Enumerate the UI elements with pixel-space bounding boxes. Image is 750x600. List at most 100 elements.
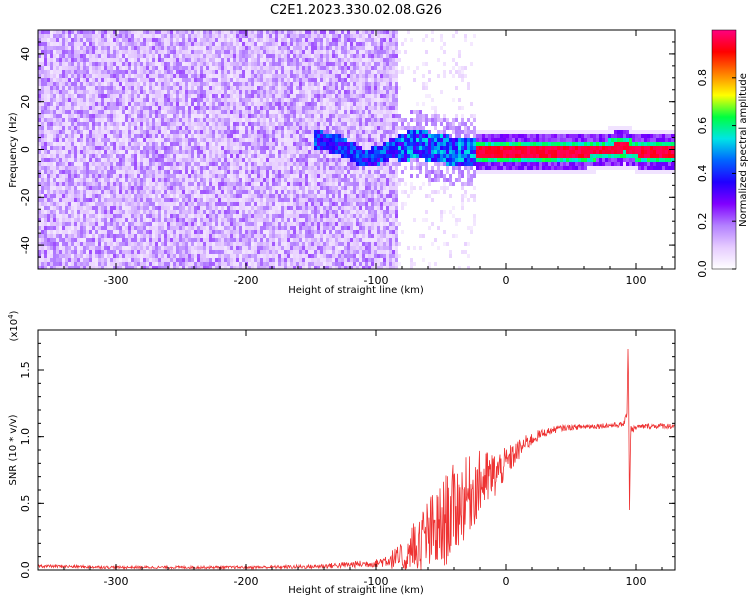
- heatmap-cell: [191, 86, 194, 90]
- heatmap-cell: [254, 58, 257, 62]
- heatmap-cell: [242, 162, 245, 166]
- heatmap-cell: [215, 258, 218, 262]
- heatmap-cell: [83, 250, 86, 254]
- heatmap-cell: [245, 90, 248, 94]
- heatmap-cell: [110, 198, 113, 202]
- heatmap-cell: [131, 206, 134, 210]
- heatmap-cell: [68, 122, 71, 126]
- heatmap-cell: [62, 122, 65, 126]
- heatmap-cell: [44, 254, 47, 258]
- heatmap-cell: [269, 198, 272, 202]
- heatmap-cell: [107, 246, 110, 250]
- heatmap-cell: [65, 158, 68, 162]
- heatmap-cell: [257, 162, 260, 166]
- heatmap-cell: [71, 254, 74, 258]
- heatmap-cell: [47, 218, 50, 222]
- heatmap-cell: [59, 266, 62, 269]
- heatmap-cell: [119, 246, 122, 250]
- heatmap-cell: [185, 34, 188, 38]
- heatmap-cell: [161, 42, 164, 46]
- heatmap-cell: [248, 70, 251, 74]
- heatmap-cell: [173, 186, 176, 190]
- heatmap-cell: [254, 162, 257, 166]
- heatmap-cell: [233, 146, 236, 150]
- heatmap-cell: [242, 246, 245, 250]
- heatmap-cell: [110, 234, 113, 238]
- heatmap-cell: [116, 150, 119, 154]
- heatmap-cell: [230, 158, 233, 162]
- heatmap-cell: [185, 50, 188, 54]
- heatmap-cell: [152, 102, 155, 106]
- heatmap-cell: [92, 250, 95, 254]
- heatmap-cell: [257, 226, 260, 230]
- heatmap-cell: [158, 86, 161, 90]
- heatmap-cell: [251, 114, 254, 118]
- heatmap-cell: [158, 166, 161, 170]
- heatmap-cell: [260, 254, 263, 258]
- heatmap-cell: [266, 266, 269, 269]
- heatmap-cell: [47, 50, 50, 54]
- heatmap-cell: [278, 146, 281, 150]
- heatmap-cell: [266, 150, 269, 154]
- heatmap-cell: [113, 158, 116, 162]
- heatmap-cell: [242, 142, 245, 146]
- heatmap-cell: [182, 86, 185, 90]
- heatmap-cell: [92, 106, 95, 110]
- heatmap-cell: [104, 182, 107, 186]
- heatmap-cell: [266, 234, 269, 238]
- heatmap-cell: [257, 242, 260, 246]
- heatmap-cell: [50, 234, 53, 238]
- heatmap-cell: [164, 110, 167, 114]
- heatmap-cell: [227, 42, 230, 46]
- heatmap-cell: [92, 110, 95, 114]
- heatmap-cell: [89, 50, 92, 54]
- heatmap-cell: [95, 114, 98, 118]
- heatmap-cell: [125, 50, 128, 54]
- heatmap-cell: [41, 134, 44, 138]
- heatmap-cell: [146, 210, 149, 214]
- heatmap-cell: [65, 102, 68, 106]
- heatmap-cell: [194, 78, 197, 82]
- heatmap-cell: [281, 142, 284, 146]
- heatmap-cell: [116, 58, 119, 62]
- heatmap-cell: [167, 78, 170, 82]
- heatmap-cell: [254, 98, 257, 102]
- heatmap-cell: [233, 70, 236, 74]
- heatmap-cell: [41, 54, 44, 58]
- heatmap-cell: [47, 62, 50, 66]
- heatmap-cell: [218, 198, 221, 202]
- heatmap-cell: [269, 118, 272, 122]
- heatmap-cell: [146, 58, 149, 62]
- heatmap-cell: [47, 146, 50, 150]
- heatmap-cell: [131, 102, 134, 106]
- heatmap-cell: [140, 226, 143, 230]
- heatmap-cell: [44, 90, 47, 94]
- heatmap-cell: [95, 38, 98, 42]
- heatmap-cell: [251, 206, 254, 210]
- heatmap-cell: [59, 66, 62, 70]
- heatmap-cell: [227, 222, 230, 226]
- heatmap-cell: [200, 198, 203, 202]
- heatmap-cell: [107, 106, 110, 110]
- heatmap-cell: [248, 38, 251, 42]
- heatmap-cell: [101, 222, 104, 226]
- heatmap-cell: [53, 46, 56, 50]
- heatmap-cell: [131, 34, 134, 38]
- heatmap-cell: [245, 254, 248, 258]
- heatmap-cell: [221, 226, 224, 230]
- heatmap-cell: [134, 130, 137, 134]
- heatmap-cell: [176, 78, 179, 82]
- heatmap-cell: [56, 222, 59, 226]
- heatmap-cell: [74, 246, 77, 250]
- heatmap-cell: [41, 174, 44, 178]
- heatmap-cell: [125, 230, 128, 234]
- heatmap-cell: [179, 70, 182, 74]
- heatmap-cell: [254, 94, 257, 98]
- heatmap-cell: [215, 98, 218, 102]
- heatmap-cell: [215, 34, 218, 38]
- heatmap-cell: [167, 214, 170, 218]
- heatmap-cell: [95, 250, 98, 254]
- heatmap-cell: [83, 90, 86, 94]
- heatmap-cell: [155, 54, 158, 58]
- heatmap-cell: [272, 230, 275, 234]
